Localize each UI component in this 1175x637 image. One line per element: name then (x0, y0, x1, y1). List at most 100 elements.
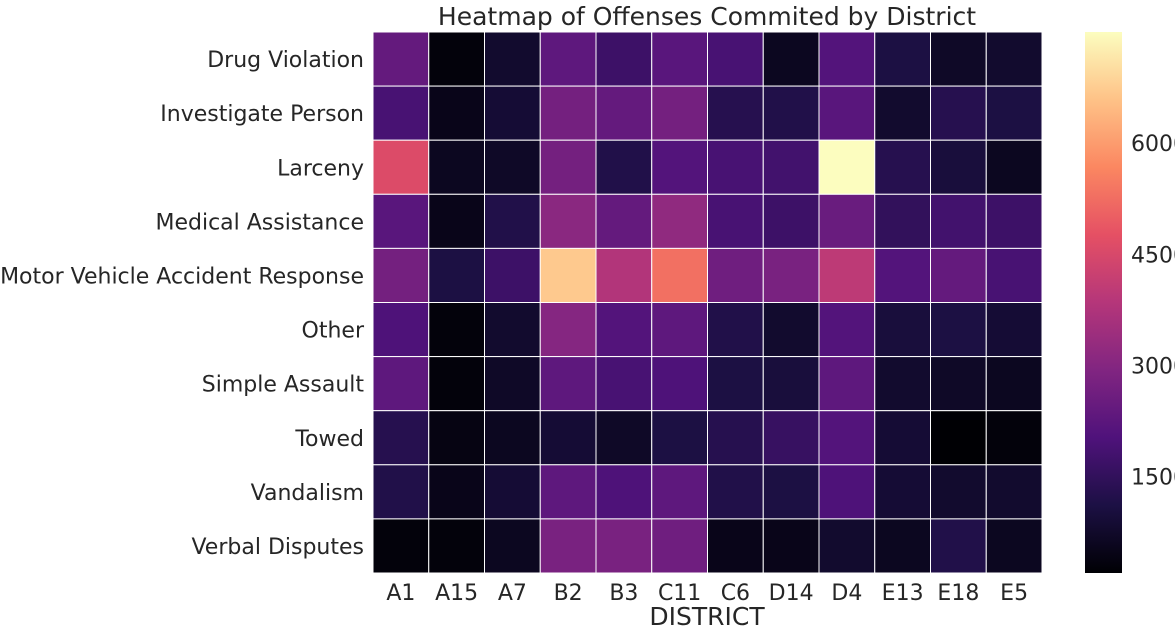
heatmap-cell (651, 139, 708, 195)
heatmap-cell (484, 410, 541, 466)
heatmap-cell (707, 356, 764, 412)
heatmap-cell (539, 193, 597, 249)
heatmap-cell (372, 85, 430, 141)
heatmap-cell (874, 247, 931, 303)
heatmap-cell (539, 518, 597, 574)
heatmap-cell (707, 464, 764, 520)
heatmap-cell (762, 139, 820, 195)
heatmap-cell (930, 31, 987, 87)
heatmap-cell (707, 302, 764, 358)
heatmap-cell (985, 139, 1043, 195)
heatmap-cell (428, 139, 485, 195)
heatmap-cell (428, 193, 485, 249)
heatmap-cell (707, 247, 764, 303)
x-tick-label: E5 (1000, 581, 1028, 606)
heatmap-cell (372, 356, 430, 412)
y-tick-label: Medical Assistance (155, 210, 364, 235)
heatmap-cell (539, 356, 597, 412)
colorbar-tick-label: 1500 (1131, 466, 1175, 491)
heatmap-cell (874, 410, 931, 466)
heatmap-cell (707, 85, 764, 141)
heatmap-cell (874, 193, 931, 249)
heatmap-cell (985, 464, 1043, 520)
heatmap-cells (372, 31, 1043, 574)
heatmap-cell (762, 193, 820, 249)
heatmap-cell (930, 464, 987, 520)
heatmap-cell (484, 247, 541, 303)
heatmap-cell (818, 410, 876, 466)
heatmap-cell (484, 139, 541, 195)
x-tick-label: A7 (498, 581, 527, 606)
heatmap-cell (985, 31, 1043, 87)
heatmap-cell (762, 302, 820, 358)
heatmap-cell (707, 31, 764, 87)
heatmap-cell (484, 31, 541, 87)
heatmap-cell (707, 410, 764, 466)
heatmap-cell (484, 193, 541, 249)
heatmap-cell (372, 302, 430, 358)
colorbar-tick-label: 4500 (1131, 243, 1175, 268)
colorbar-ticks: 1500 3000 4500 6000 (1131, 132, 1175, 490)
heatmap-cell (651, 193, 708, 249)
y-tick-label: Simple Assault (202, 373, 365, 398)
heatmap-cell (762, 356, 820, 412)
heatmap-cell (539, 302, 597, 358)
y-tick-labels: Drug Violation Investigate Person Larceny M… (0, 48, 365, 560)
heatmap-cell (372, 518, 430, 574)
heatmap-cell (985, 356, 1043, 412)
heatmap-cell (428, 85, 485, 141)
heatmap-cell (930, 356, 987, 412)
heatmap-cell (874, 139, 931, 195)
x-tick-label: E13 (882, 581, 924, 606)
heatmap-cell (874, 302, 931, 358)
heatmap-cell (818, 356, 876, 412)
heatmap-cell (651, 302, 708, 358)
heatmap-cell (484, 464, 541, 520)
heatmap-cell (428, 518, 485, 574)
heatmap-cell (874, 85, 931, 141)
x-tick-label: C11 (658, 581, 701, 606)
heatmap-cell (818, 31, 876, 87)
heatmap-cell (818, 139, 876, 195)
heatmap-cell (818, 247, 876, 303)
heatmap-cell (985, 302, 1043, 358)
heatmap-cell (484, 302, 541, 358)
heatmap-cell (428, 410, 485, 466)
heatmap-cell (595, 464, 653, 520)
heatmap-cell (874, 31, 931, 87)
x-tick-labels: A1 A15 A7 B2 B3 C11 C6 D14 D4 E13 E18 E5 (386, 581, 1028, 606)
heatmap-cell (651, 410, 708, 466)
y-tick-label: Drug Violation (207, 48, 364, 73)
heatmap-cell (930, 193, 987, 249)
heatmap-cell (372, 139, 430, 195)
x-tick-label: A15 (435, 581, 478, 606)
heatmap-cell (874, 518, 931, 574)
heatmap-cell (651, 518, 708, 574)
heatmap-cell (595, 193, 653, 249)
x-tick-label: D14 (769, 581, 814, 606)
heatmap-cell (595, 518, 653, 574)
heatmap-cell (651, 464, 708, 520)
heatmap-cell (762, 31, 820, 87)
heatmap-cell (372, 31, 430, 87)
heatmap-cell (874, 356, 931, 412)
heatmap-cell (595, 31, 653, 87)
y-tick-label: Larceny (277, 156, 364, 181)
heatmap-cell (428, 464, 485, 520)
heatmap-cell (985, 518, 1043, 574)
heatmap-cell (930, 85, 987, 141)
heatmap-cell (762, 518, 820, 574)
heatmap-cell (930, 410, 987, 466)
heatmap-cell (985, 85, 1043, 141)
heatmap-cell (372, 193, 430, 249)
heatmap-cell (707, 518, 764, 574)
heatmap-cell (484, 356, 541, 412)
heatmap-cell (428, 356, 485, 412)
x-tick-label: E18 (937, 581, 979, 606)
y-tick-label: Vandalism (251, 481, 364, 506)
heatmap-cell (818, 518, 876, 574)
x-tick-label: D4 (831, 581, 862, 606)
y-tick-label: Other (302, 319, 365, 344)
heatmap-cell (930, 518, 987, 574)
